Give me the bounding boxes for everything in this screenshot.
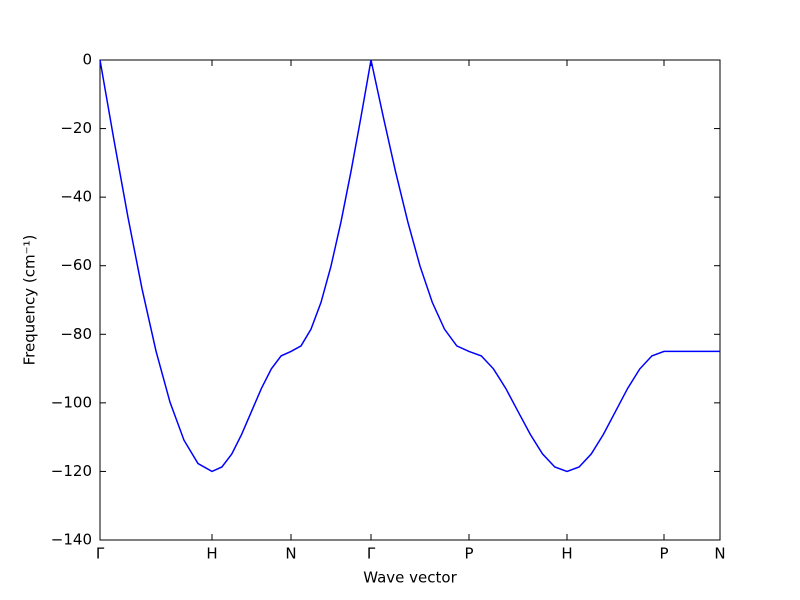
y-tick-label: −20 — [60, 119, 92, 137]
x-tick-label: N — [714, 545, 725, 563]
x-tick-label: Γ — [96, 545, 105, 563]
plot-frame — [99, 59, 721, 541]
y-tick-label: 0 — [82, 51, 92, 69]
x-tick-label: H — [206, 545, 217, 563]
x-tick-label: H — [561, 545, 572, 563]
y-tick-label: −40 — [60, 188, 92, 206]
y-tick-label: −80 — [60, 325, 92, 343]
x-tick-label: Γ — [367, 545, 376, 563]
y-tick-label: −100 — [51, 393, 92, 411]
x-tick-label: P — [464, 545, 473, 563]
y-tick-label: −60 — [60, 256, 92, 274]
y-tick-label: −140 — [51, 531, 92, 549]
x-axis-label: Wave vector — [363, 569, 457, 587]
y-tick-label: −120 — [51, 462, 92, 480]
x-tick-label: N — [285, 545, 296, 563]
x-tick-label: P — [659, 545, 668, 563]
band-line — [99, 59, 720, 473]
y-axis-label: Frequency (cm⁻¹) — [21, 235, 39, 366]
